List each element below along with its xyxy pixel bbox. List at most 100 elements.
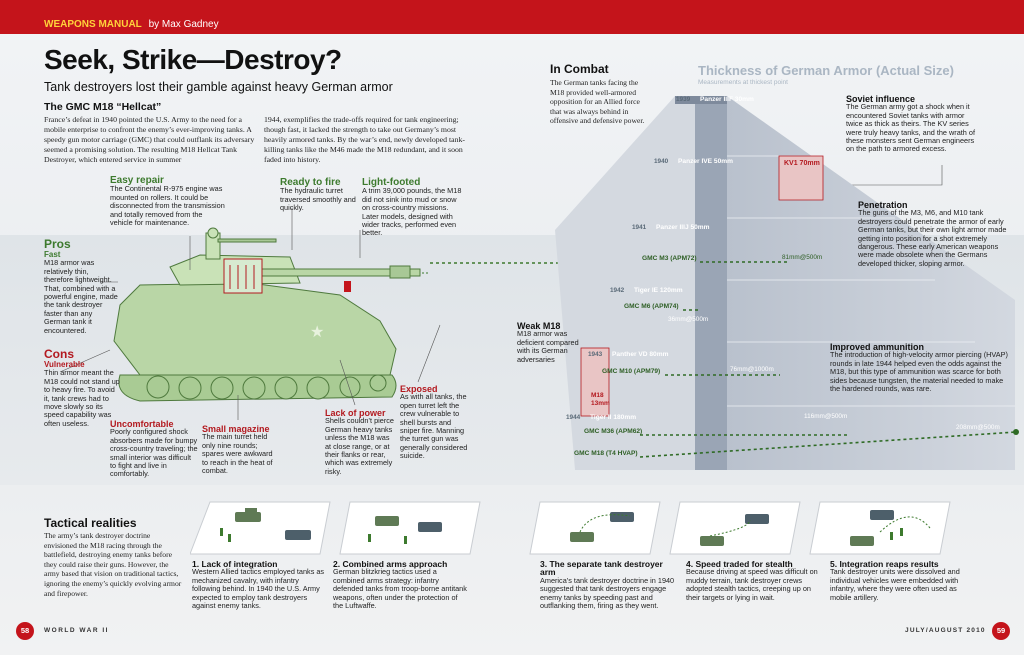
- section-name: WEAPONS MANUAL: [44, 19, 142, 30]
- tactics-text: The army’s tank destroyer doctrine envis…: [44, 531, 182, 598]
- tactic-step-4: 4. Speed traded for stealth Because driv…: [686, 560, 821, 602]
- soviet-title: Soviet influence: [846, 94, 916, 104]
- armor-chart-note: Measurements at thickest point: [698, 79, 788, 86]
- exposed-marker: [344, 281, 351, 292]
- gmc-m6-label: GMC M6 (APM74): [624, 303, 679, 310]
- exposed-title: Exposed: [400, 384, 438, 394]
- combat-heading: In Combat: [550, 62, 609, 76]
- footer-magazine: WORLD WAR II: [44, 627, 109, 634]
- ready-to-fire-title: Ready to fire: [280, 177, 341, 188]
- tank-star: ★: [310, 324, 324, 341]
- small-magazine-callout: Small magazine The main turret held only…: [202, 424, 277, 476]
- page-subtitle: Tank destroyers lost their gamble agains…: [44, 80, 393, 94]
- easy-repair-text: The Continental R-975 engine was mounted…: [110, 184, 225, 228]
- german-tiger-ii: Tiger II 180mm: [590, 414, 637, 421]
- year-1941: 1941: [632, 224, 647, 231]
- year-1943: 1943: [588, 351, 603, 358]
- tactic-step-2-title: 2. Combined arms approach: [333, 559, 448, 569]
- light-footed-title: Light-footed: [362, 177, 421, 188]
- tactic-step-5: 5. Integration reaps results Tank destro…: [830, 560, 970, 602]
- uncomfortable-callout: Uncomfortable Poorly configured shock ab…: [110, 419, 198, 479]
- german-panzer-ive: Panzer IVE 50mm: [678, 158, 733, 165]
- diagram-2: [339, 501, 481, 555]
- intro-col1: France’s defeat in 1940 pointed the U.S.…: [44, 115, 255, 164]
- tactic-step-2: 2. Combined arms approach German blitzkr…: [333, 560, 468, 610]
- footer-issue: JULY/AUGUST 2010: [905, 627, 986, 634]
- improved-title: Improved ammunition: [830, 342, 925, 352]
- cons-title: Cons: [44, 347, 74, 361]
- diagram-1: [190, 501, 331, 555]
- range-m10: 76mm@1000m: [730, 366, 774, 373]
- page-number-right: 59: [992, 622, 1010, 640]
- tank-muzzle-brake: [389, 265, 411, 279]
- diagram-5: [809, 501, 951, 555]
- light-footed-text: A trim 39,000 pounds, the M18 did not si…: [362, 186, 462, 238]
- m18-armor-label: M18 13mm: [591, 392, 610, 407]
- range-m36: 116mm@500m: [804, 413, 848, 420]
- range-m3: 81mm@500m: [782, 254, 823, 261]
- lack-of-power-text: Shells couldn’t pierce German heavy tank…: [325, 416, 394, 476]
- year-1940: 1940: [654, 158, 669, 165]
- german-tiger-ie: Tiger IE 120mm: [634, 287, 683, 294]
- year-1942: 1942: [610, 287, 625, 294]
- weak-title: Weak M18: [517, 321, 561, 331]
- kv1-plate: [778, 155, 824, 201]
- tactic-step-3-title: 3. The separate tank destroyer arm: [540, 559, 663, 578]
- tactic-step-4-text: Because driving at speed was difficult o…: [686, 567, 818, 602]
- armor-stack: [555, 96, 1015, 470]
- small-magazine-title: Small magazine: [202, 424, 270, 434]
- soviet-text: The German army got a shock when it enco…: [846, 102, 975, 154]
- weak-m18-callout: Weak M18 M18 armor was deficient compare…: [517, 321, 589, 364]
- year-1939: 1939: [676, 96, 691, 103]
- intro-col2: 1944, exemplifies the trade-offs require…: [264, 115, 465, 164]
- exposed-text: As with all tanks, the open turret left …: [400, 392, 468, 461]
- shell-path: [430, 262, 570, 264]
- lack-of-power-callout: Lack of power Shells couldn’t pierce Ger…: [325, 408, 395, 476]
- improved-ammo-callout: Improved ammunition The introduction of …: [830, 342, 1010, 394]
- year-1944: 1944: [566, 414, 581, 421]
- easy-repair-callout: Easy repair The Continental R-975 engine…: [110, 175, 225, 228]
- gmc-m3-label: GMC M3 (APM72): [642, 255, 697, 262]
- pros-sub: Fast: [44, 250, 61, 259]
- header: WEAPONS MANUAL by Max Gadney: [44, 19, 219, 30]
- pros-text: M18 armor was relatively thin, therefore…: [44, 258, 118, 335]
- tactics-diagrams: [190, 501, 951, 555]
- tactic-step-5-text: Tank destroyer units were dissolved and …: [830, 567, 960, 602]
- kv1-label: KV1 70mm: [784, 160, 820, 167]
- small-magazine-text: The main turret held only nine rounds; s…: [202, 432, 273, 476]
- pros-callout: Pros Fast M18 armor was relatively thin,…: [44, 238, 119, 335]
- combat-text: The German tanks facing the M18 provided…: [550, 78, 645, 126]
- german-panzer-iiij: Panzer IIIJ 50mm: [656, 224, 710, 231]
- armor-edge: [695, 96, 727, 470]
- machine-gun: [217, 238, 277, 243]
- tactic-step-1: 1. Lack of integration Western Allied ta…: [192, 560, 327, 610]
- byline: by Max Gadney: [148, 19, 219, 30]
- tactic-step-1-title: 1. Lack of integration: [192, 559, 278, 569]
- german-panther-vd: Panther VD 80mm: [612, 351, 669, 358]
- page-title: Seek, Strike—Destroy?: [44, 44, 342, 75]
- ready-to-fire-callout: Ready to fire The hydraulic turret trave…: [280, 177, 360, 213]
- improved-text: The introduction of high-velocity armor …: [830, 350, 1008, 394]
- exposed-callout: Exposed As with all tanks, the open turr…: [400, 384, 472, 461]
- soviet-influence-callout: Soviet influence The German army got a s…: [846, 94, 976, 154]
- tactics-heading: Tactical realities: [44, 516, 137, 530]
- german-panzer-iiif: Panzer IIIF 30mm: [700, 96, 754, 103]
- tank-track: [118, 374, 397, 402]
- uncomfortable-title: Uncomfortable: [110, 419, 174, 429]
- cons-sub: Vulnerable: [44, 360, 85, 369]
- easy-repair-title: Easy repair: [110, 175, 164, 186]
- gmc-m18-label: GMC M18 (T4 HVAP): [574, 450, 638, 457]
- gmc-m36-label: GMC M36 (APM62): [584, 428, 643, 435]
- light-footed-callout: Light-footed A trim 39,000 pounds, the M…: [362, 177, 462, 238]
- page-number-left: 58: [16, 622, 34, 640]
- tactic-step-3-text: America’s tank destroyer doctrine in 194…: [540, 575, 675, 611]
- cons-text: Thin armor meant the M18 could not stand…: [44, 368, 120, 428]
- gmc-m10-label: GMC M10 (APM79): [602, 368, 661, 375]
- uncomfortable-text: Poorly configured shock absorbers made f…: [110, 427, 198, 479]
- tactic-step-1-text: Western Allied tactics employed tanks as…: [192, 567, 325, 611]
- header-band: [0, 0, 1024, 34]
- m18-plate: [580, 347, 610, 417]
- armor-chart-title: Thickness of German Armor (Actual Size): [698, 63, 954, 78]
